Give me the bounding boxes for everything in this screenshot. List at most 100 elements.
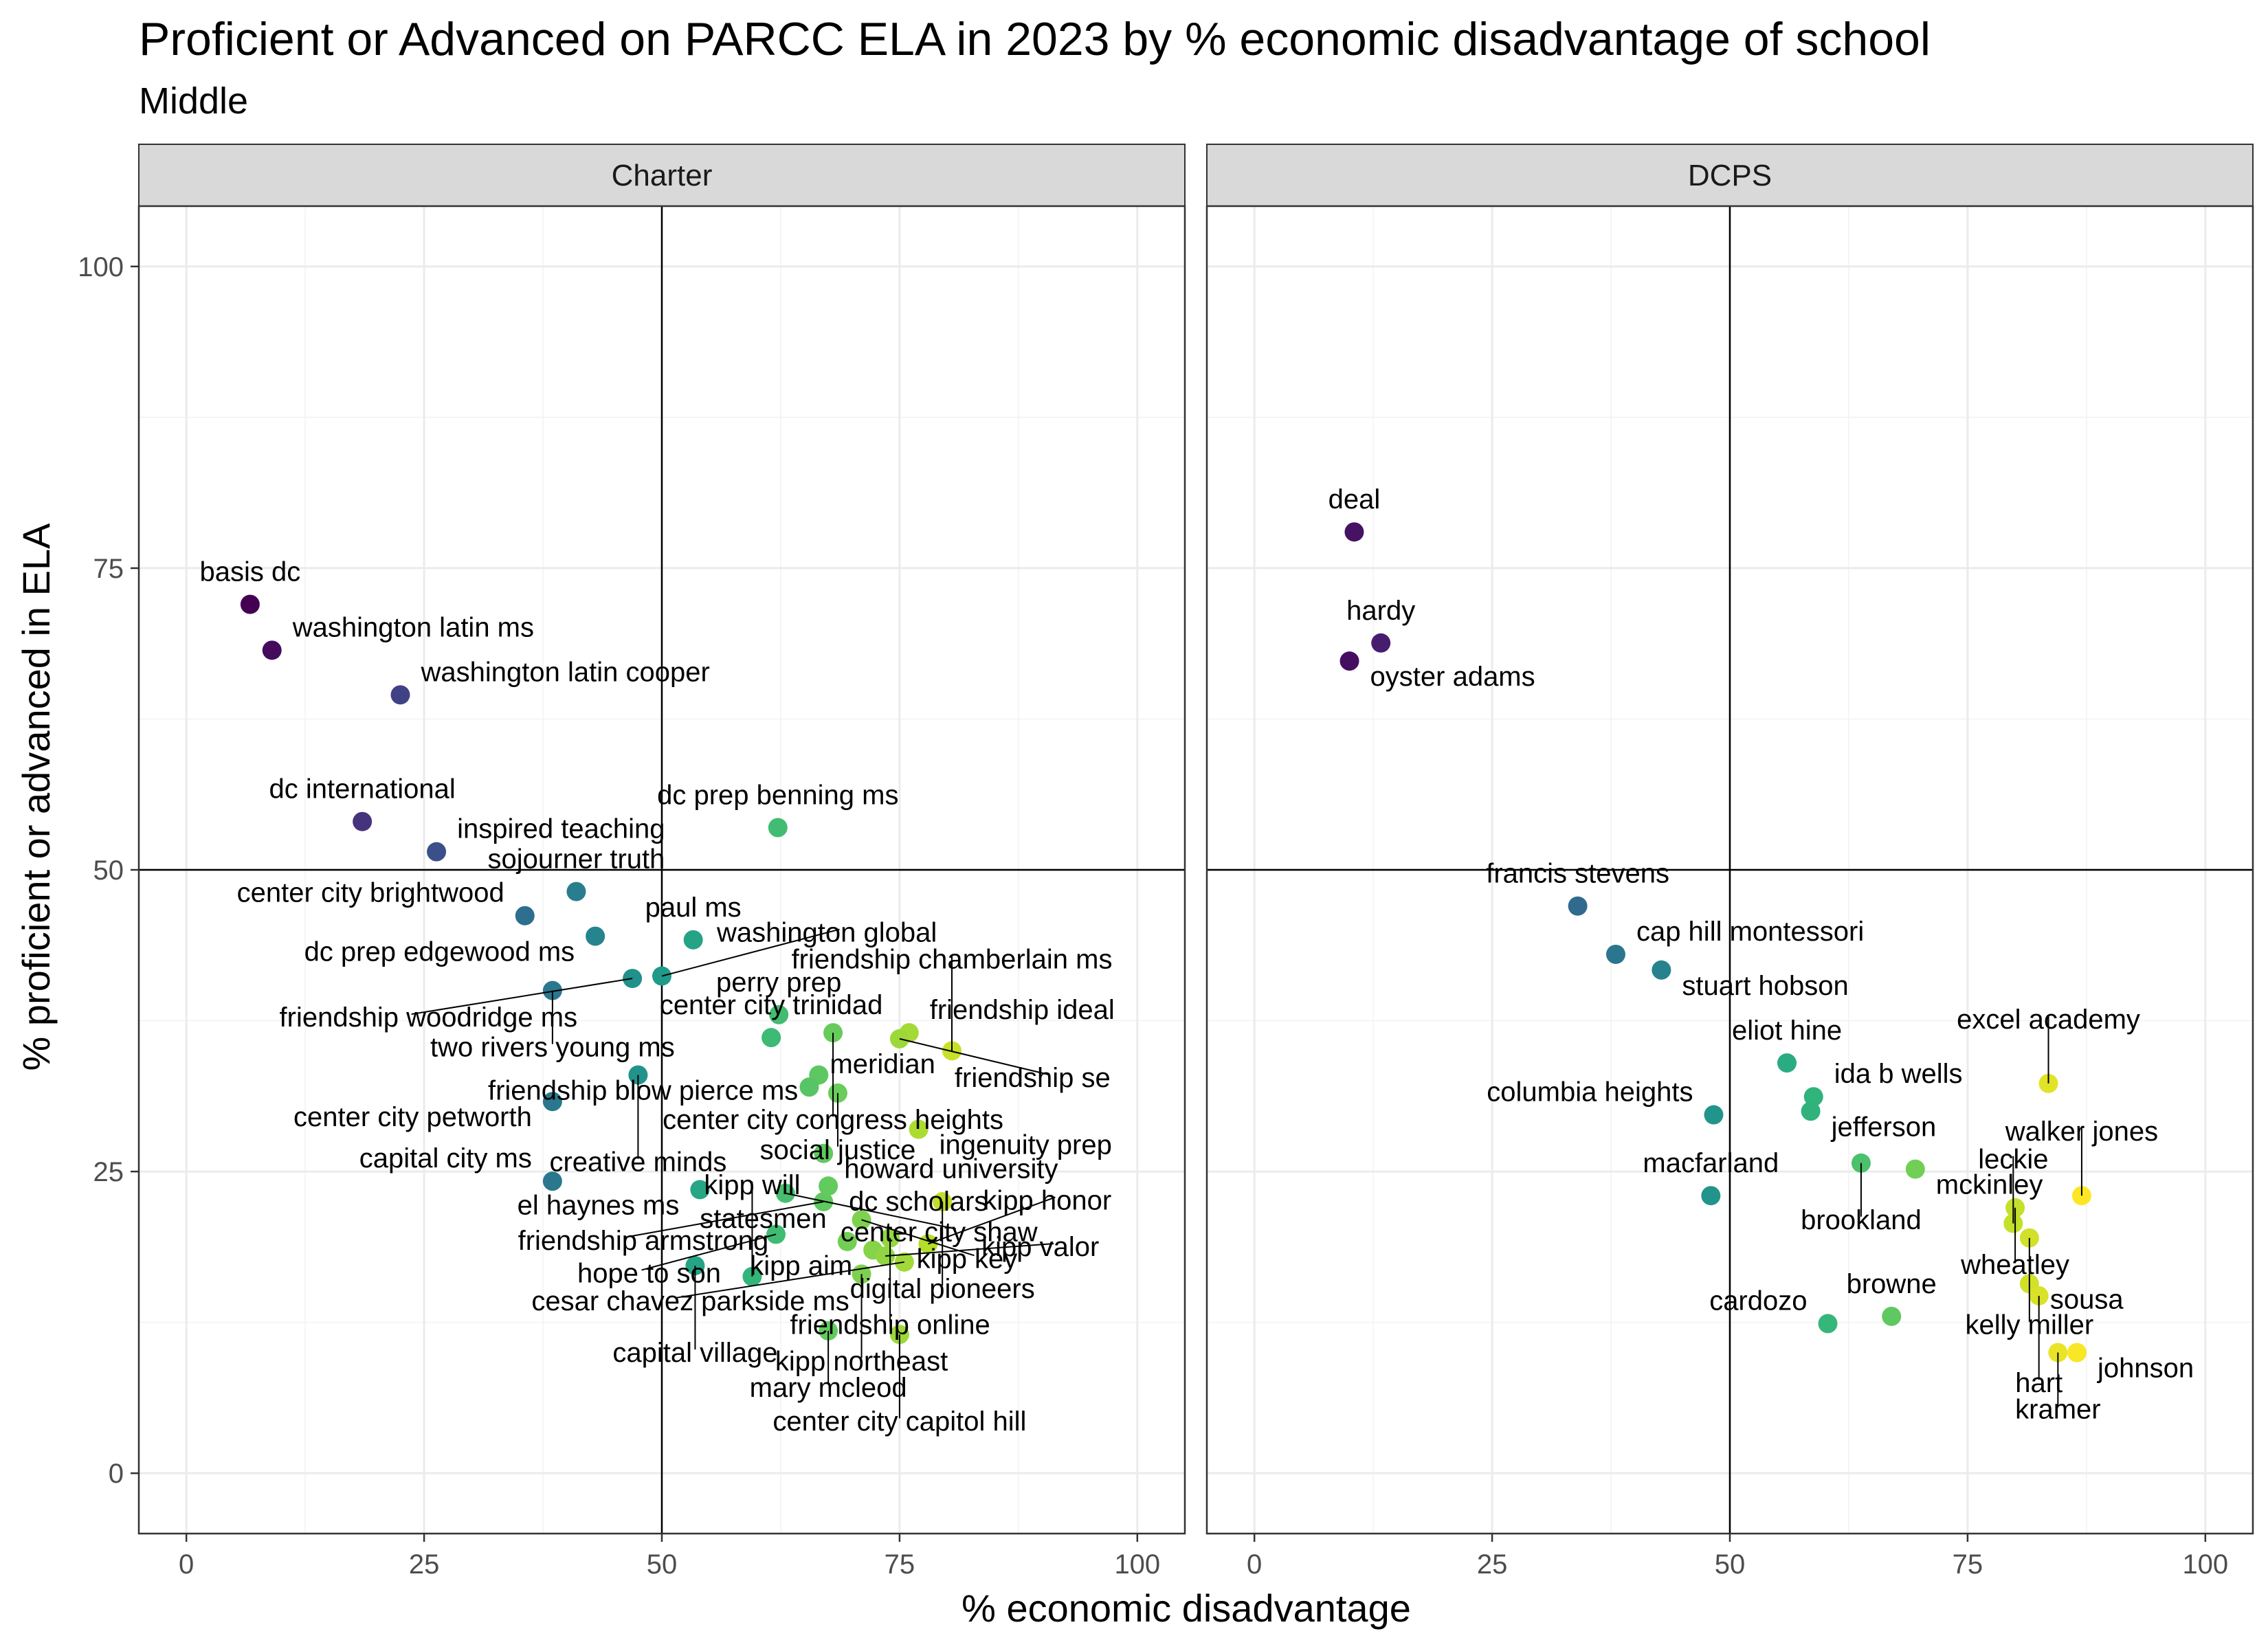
point-washington-latin-ms	[262, 640, 282, 660]
point-paul-ms	[683, 930, 703, 950]
point-label-columbia-heights: columbia heights	[1487, 1077, 1693, 1108]
point-label-kelly-miller: kelly miller	[1966, 1310, 2094, 1340]
point-label-basis-dc: basis dc	[200, 557, 301, 587]
point-label-kipp-honor: kipp honor	[983, 1185, 1111, 1215]
point-label-friendship-se: friendship se	[955, 1063, 1111, 1093]
point-label-dc-prep-edgewood-ms: dc prep edgewood ms	[304, 937, 575, 967]
label-leader-line	[624, 1201, 824, 1238]
x-axis-label: % economic disadvantage	[961, 1586, 1411, 1630]
point-label-inspired-teaching: inspired teaching	[457, 814, 665, 844]
chart-title: Proficient or Advanced on PARCC ELA in 2…	[139, 13, 1931, 65]
point-label-washington-global: washington global	[716, 918, 937, 948]
point-label-mckinley: mckinley	[1936, 1170, 2043, 1200]
point-eliot-hine	[1777, 1053, 1797, 1073]
point-label-social-justice: social justice	[760, 1135, 916, 1165]
point-label-creative-minds: creative minds	[549, 1147, 726, 1178]
point-label-center-city-brightwood: center city brightwood	[237, 878, 504, 908]
y-tick-label: 75	[93, 554, 124, 584]
point-label-capital-village: capital village	[612, 1338, 777, 1368]
point-basis-dc	[240, 594, 260, 614]
point-label-kipp-northeast: kipp northeast	[775, 1346, 948, 1376]
chart-subtitle: Middle	[139, 80, 249, 122]
point-inspired-teaching	[427, 842, 447, 862]
point-johnson	[2067, 1343, 2087, 1362]
point-oyster-adams	[1339, 651, 1359, 671]
x-tick-label: 100	[2182, 1549, 2228, 1580]
facet-label-dcps: DCPS	[1688, 159, 1772, 192]
point-label-digital-pioneers: digital pioneers	[850, 1274, 1035, 1304]
y-axis-label: % proficient or advanced in ELA	[14, 523, 58, 1071]
point-label-friendship-blow-pierce-ms: friendship blow pierce ms	[488, 1076, 798, 1106]
label-leader-line	[899, 1037, 1049, 1075]
point-label-howard-university: howard university	[844, 1154, 1058, 1185]
point-label-washington-latin-ms: washington latin ms	[292, 612, 534, 642]
point-center-city-brightwood	[515, 906, 535, 926]
point-label-browne: browne	[1847, 1269, 1937, 1299]
point-ingenuity-prep	[909, 1119, 929, 1139]
point-dc-prep-benning-ms	[768, 818, 788, 838]
x-tick-label: 100	[1114, 1549, 1160, 1580]
point-label-center-city-shaw: center city shaw	[841, 1218, 1038, 1248]
point-capital-city-ms	[542, 1171, 562, 1191]
point-macfarland	[1701, 1186, 1721, 1206]
label-leader-line	[676, 1261, 904, 1299]
point-dc-scholars	[819, 1176, 838, 1196]
point-label-center-city-congress-heights: center city congress heights	[663, 1105, 1003, 1135]
point-label-cardozo: cardozo	[1709, 1286, 1807, 1316]
point-label-stuart-hobson: stuart hobson	[1682, 971, 1848, 1001]
y-tick-label: 50	[93, 855, 124, 886]
point-deal	[1344, 522, 1364, 542]
point-label-friendship-armstrong: friendship armstrong	[518, 1226, 769, 1256]
x-tick-label: 50	[1715, 1549, 1746, 1580]
point-label-walker-jones: walker jones	[2005, 1117, 2158, 1147]
point-browne	[1882, 1306, 1902, 1326]
point-label-friendship-chamberlain-ms: friendship chamberlain ms	[792, 944, 1113, 974]
point-jefferson	[1801, 1101, 1821, 1121]
point-label-deal: deal	[1328, 484, 1381, 515]
label-leader-line	[411, 978, 633, 1016]
x-tick-label: 50	[647, 1549, 678, 1580]
point-label-wheatley: wheatley	[1960, 1250, 2069, 1280]
y-tick-label: 0	[109, 1459, 124, 1489]
point-francis-stevens	[1568, 896, 1588, 916]
point-label-center-city-petworth: center city petworth	[293, 1102, 532, 1132]
facet-panel-charter: Charter 0 25 50 75 100 0 25 50 75 100 basis dc washi…	[78, 144, 1186, 1580]
point-label-leckie: leckie	[1978, 1145, 2048, 1175]
point-label-el-haynes-ms: el haynes ms	[518, 1190, 680, 1220]
point-label-washington-latin-cooper: washington latin cooper	[421, 657, 710, 687]
point-label-francis-stevens: francis stevens	[1486, 859, 1669, 889]
point-perry-prep	[769, 1005, 789, 1024]
point-center-city-trinidad	[761, 1028, 781, 1048]
point-label-paul-ms: paul ms	[645, 893, 742, 923]
point-hardy	[1371, 633, 1391, 653]
facet-panel-dcps: DCPS 0 25 50 75 100 deal hardy oyster adams franc…	[1205, 144, 2254, 1580]
x-tick-label: 25	[1477, 1549, 1508, 1580]
point-label-kipp-aim: kipp aim	[750, 1250, 852, 1281]
point-meridian	[799, 1077, 819, 1097]
point-label-eliot-hine: eliot hine	[1732, 1016, 1842, 1046]
point-label-macfarland: macfarland	[1643, 1148, 1779, 1178]
point-statesmen	[837, 1231, 857, 1251]
point-label-cesar-chavez-parkside-ms: cesar chavez parkside ms	[531, 1286, 849, 1316]
point-label-hope-to-son: hope to son	[577, 1258, 721, 1288]
x-tick-label: 25	[409, 1549, 440, 1580]
label-leader-line	[785, 1192, 957, 1230]
point-label-meridian: meridian	[830, 1049, 935, 1079]
label-leader-line	[641, 1233, 777, 1271]
facet-label-charter: Charter	[612, 159, 713, 192]
point-label-ida-b-wells: ida b wells	[1834, 1059, 1963, 1089]
point-washington-latin-cooper	[390, 685, 410, 705]
point-dc-international	[353, 811, 373, 831]
point-ida-b-wells	[1803, 1087, 1823, 1107]
point-stuart-hobson	[1652, 960, 1671, 980]
point-columbia-heights	[1704, 1105, 1724, 1125]
point-label-hardy: hardy	[1346, 596, 1415, 626]
point-label-friendship-ideal: friendship ideal	[930, 995, 1115, 1025]
point-label-statesmen: statesmen	[700, 1204, 827, 1234]
point-label-dc-prep-benning-ms: dc prep benning ms	[657, 781, 898, 811]
point-label-center-city-capitol-hill: center city capitol hill	[772, 1406, 1026, 1437]
point-howard-university	[814, 1143, 834, 1163]
point-label-hart: hart	[2015, 1368, 2063, 1398]
point-label-brookland: brookland	[1801, 1205, 1922, 1235]
